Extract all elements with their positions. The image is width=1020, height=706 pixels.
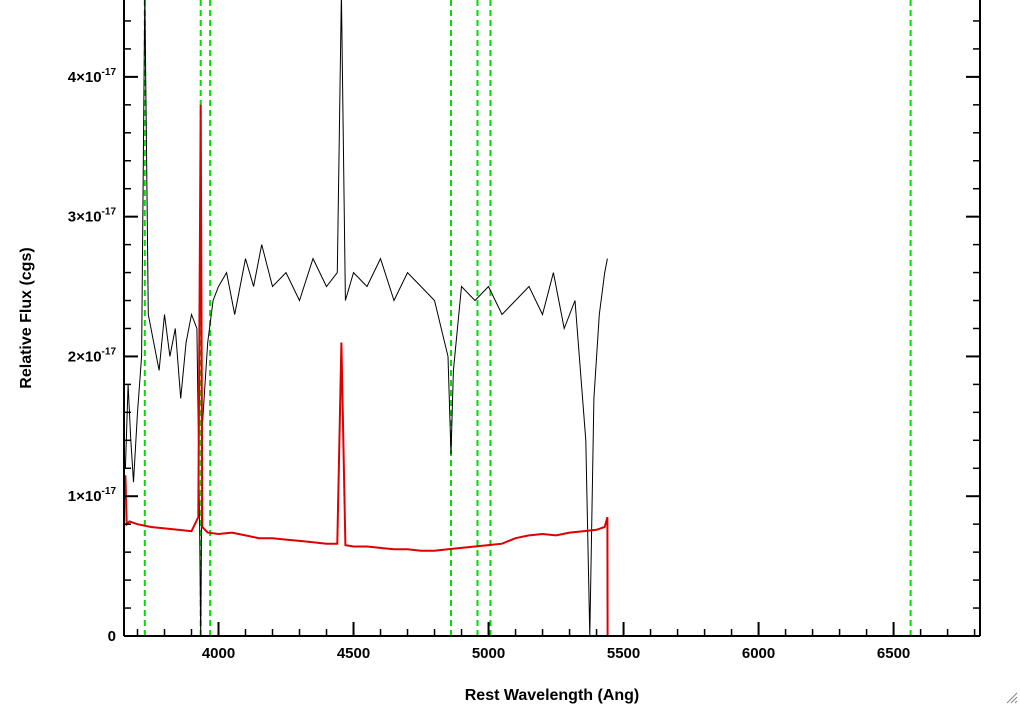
- plot-axes: [123, 0, 981, 637]
- series-lines: [124, 0, 980, 636]
- x-tick-label: 4500: [337, 645, 370, 662]
- y-axis-label: Relative Flux (cgs): [18, 247, 35, 388]
- x-tick-label: 6000: [742, 645, 775, 662]
- y-tick-label: 0: [108, 628, 116, 645]
- series-line-0: [124, 0, 608, 636]
- x-tick-label: 6500: [877, 645, 910, 662]
- series-line-1: [124, 104, 980, 636]
- x-tick-label: 5000: [472, 645, 505, 662]
- x-axis-label: Rest Wavelength (Ang): [465, 687, 640, 704]
- x-tick-label: 5500: [607, 645, 640, 662]
- x-tick-label: 4000: [202, 645, 235, 662]
- reference-lines: [143, 0, 912, 636]
- resize-grip-icon[interactable]: [1004, 690, 1018, 704]
